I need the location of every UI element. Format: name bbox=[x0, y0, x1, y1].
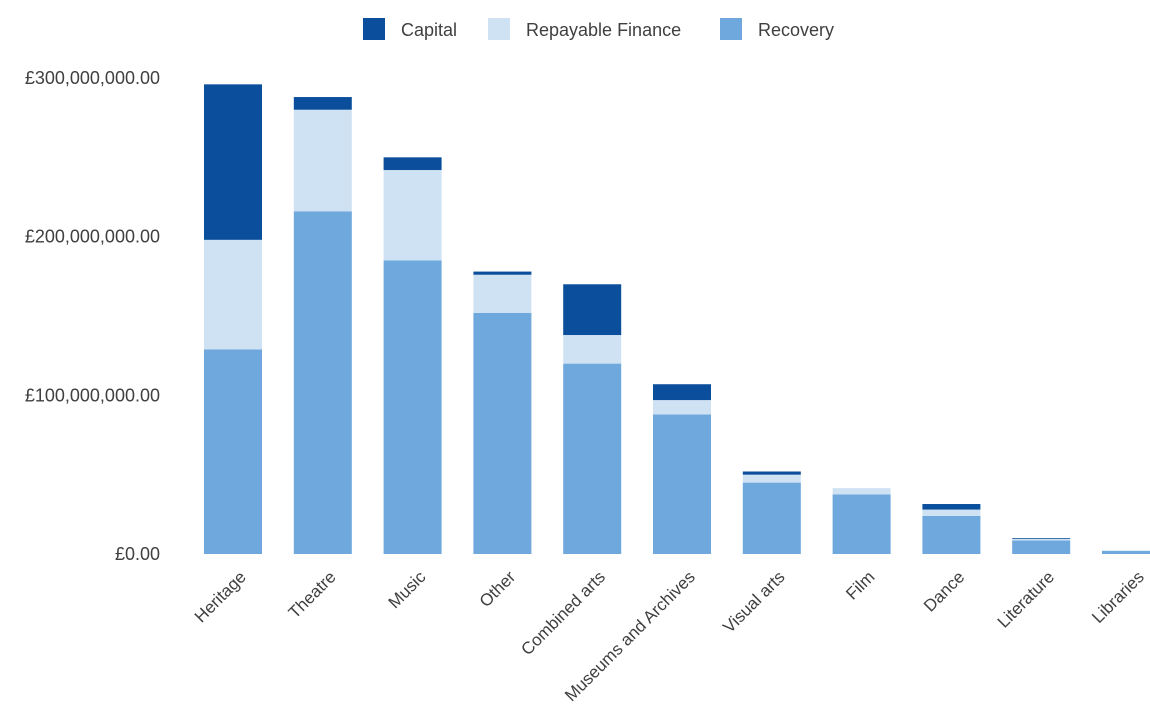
bar-recovery-libraries bbox=[1102, 550, 1150, 554]
bar-capital-literature bbox=[1012, 538, 1071, 539]
legend-item-capital: Capital bbox=[363, 18, 457, 40]
bar-capital-dance bbox=[922, 504, 981, 510]
bar-recovery-museums-and-archives bbox=[653, 414, 711, 554]
x-tick-label-literature: Literature bbox=[994, 567, 1058, 631]
y-tick-label: £0.00 bbox=[115, 544, 160, 564]
x-tick-label-combined-arts: Combined arts bbox=[517, 567, 609, 659]
bar-stack-museums-and-archives bbox=[653, 384, 711, 554]
bar-stack-dance bbox=[922, 504, 981, 554]
legend-label-recovery: Recovery bbox=[758, 20, 834, 40]
legend-swatch-capital bbox=[363, 18, 385, 40]
legend-item-recovery: Recovery bbox=[720, 18, 834, 40]
legend-item-repayable-finance: Repayable Finance bbox=[488, 18, 681, 40]
bar-recovery-theatre bbox=[293, 211, 352, 554]
y-tick-label: £100,000,000.00 bbox=[25, 385, 160, 405]
bar-repayable-finance-museums-and-archives bbox=[653, 400, 711, 415]
x-tick-label-libraries: Libraries bbox=[1088, 567, 1148, 627]
bar-stack-libraries bbox=[1102, 550, 1150, 554]
bars bbox=[204, 84, 1150, 554]
x-tick-label-music: Music bbox=[385, 567, 430, 612]
bar-repayable-finance-combined-arts bbox=[563, 335, 622, 364]
legend-label-repayable-finance: Repayable Finance bbox=[526, 20, 681, 40]
bar-recovery-heritage bbox=[204, 349, 262, 554]
bar-capital-theatre bbox=[293, 97, 352, 110]
bar-repayable-finance-dance bbox=[922, 509, 981, 516]
bar-recovery-other bbox=[473, 312, 532, 554]
bar-repayable-finance-music bbox=[383, 170, 442, 261]
legend-swatch-recovery bbox=[720, 18, 742, 40]
bar-stack-theatre bbox=[293, 97, 352, 554]
bar-stack-literature bbox=[1012, 538, 1071, 554]
legend-label-capital: Capital bbox=[401, 20, 457, 40]
bar-recovery-combined-arts bbox=[563, 363, 622, 554]
bar-repayable-finance-heritage bbox=[204, 239, 262, 350]
y-tick-label: £200,000,000.00 bbox=[25, 227, 160, 247]
bar-stack-visual-arts bbox=[742, 471, 801, 554]
bar-recovery-literature bbox=[1012, 540, 1071, 554]
x-tick-label-film: Film bbox=[842, 567, 878, 603]
bar-capital-museums-and-archives bbox=[653, 384, 711, 401]
bar-capital-other bbox=[473, 271, 532, 275]
bar-stack-heritage bbox=[204, 84, 262, 554]
bar-stack-other bbox=[473, 271, 532, 554]
bar-recovery-film bbox=[832, 494, 891, 554]
bar-stack-combined-arts bbox=[563, 284, 622, 554]
bar-recovery-visual-arts bbox=[742, 482, 801, 554]
y-axis: £0.00 £100,000,000.00 £200,000,000.00 £300,… bbox=[25, 68, 160, 564]
bar-repayable-finance-other bbox=[473, 274, 532, 313]
bar-capital-combined-arts bbox=[563, 284, 622, 336]
bar-repayable-finance-film bbox=[832, 488, 891, 495]
bar-stack-music bbox=[383, 157, 442, 554]
bar-recovery-music bbox=[383, 260, 442, 554]
bar-capital-music bbox=[383, 157, 442, 171]
bar-repayable-finance-theatre bbox=[293, 109, 352, 212]
x-tick-label-visual-arts: Visual arts bbox=[719, 567, 788, 636]
x-tick-label-dance: Dance bbox=[920, 567, 968, 615]
bar-stack-film bbox=[832, 488, 891, 554]
x-tick-label-other: Other bbox=[476, 567, 520, 611]
bar-capital-heritage bbox=[204, 84, 262, 240]
bar-repayable-finance-visual-arts bbox=[742, 474, 801, 483]
bar-recovery-dance bbox=[922, 515, 981, 554]
x-tick-label-heritage: Heritage bbox=[191, 567, 250, 626]
y-tick-label: £300,000,000.00 bbox=[25, 68, 160, 88]
bar-capital-visual-arts bbox=[742, 471, 801, 475]
legend: Capital Repayable Finance Recovery bbox=[363, 18, 834, 40]
x-tick-label-theatre: Theatre bbox=[285, 567, 340, 622]
bar-repayable-finance-literature bbox=[1012, 538, 1071, 541]
legend-swatch-repayable-finance bbox=[488, 18, 510, 40]
